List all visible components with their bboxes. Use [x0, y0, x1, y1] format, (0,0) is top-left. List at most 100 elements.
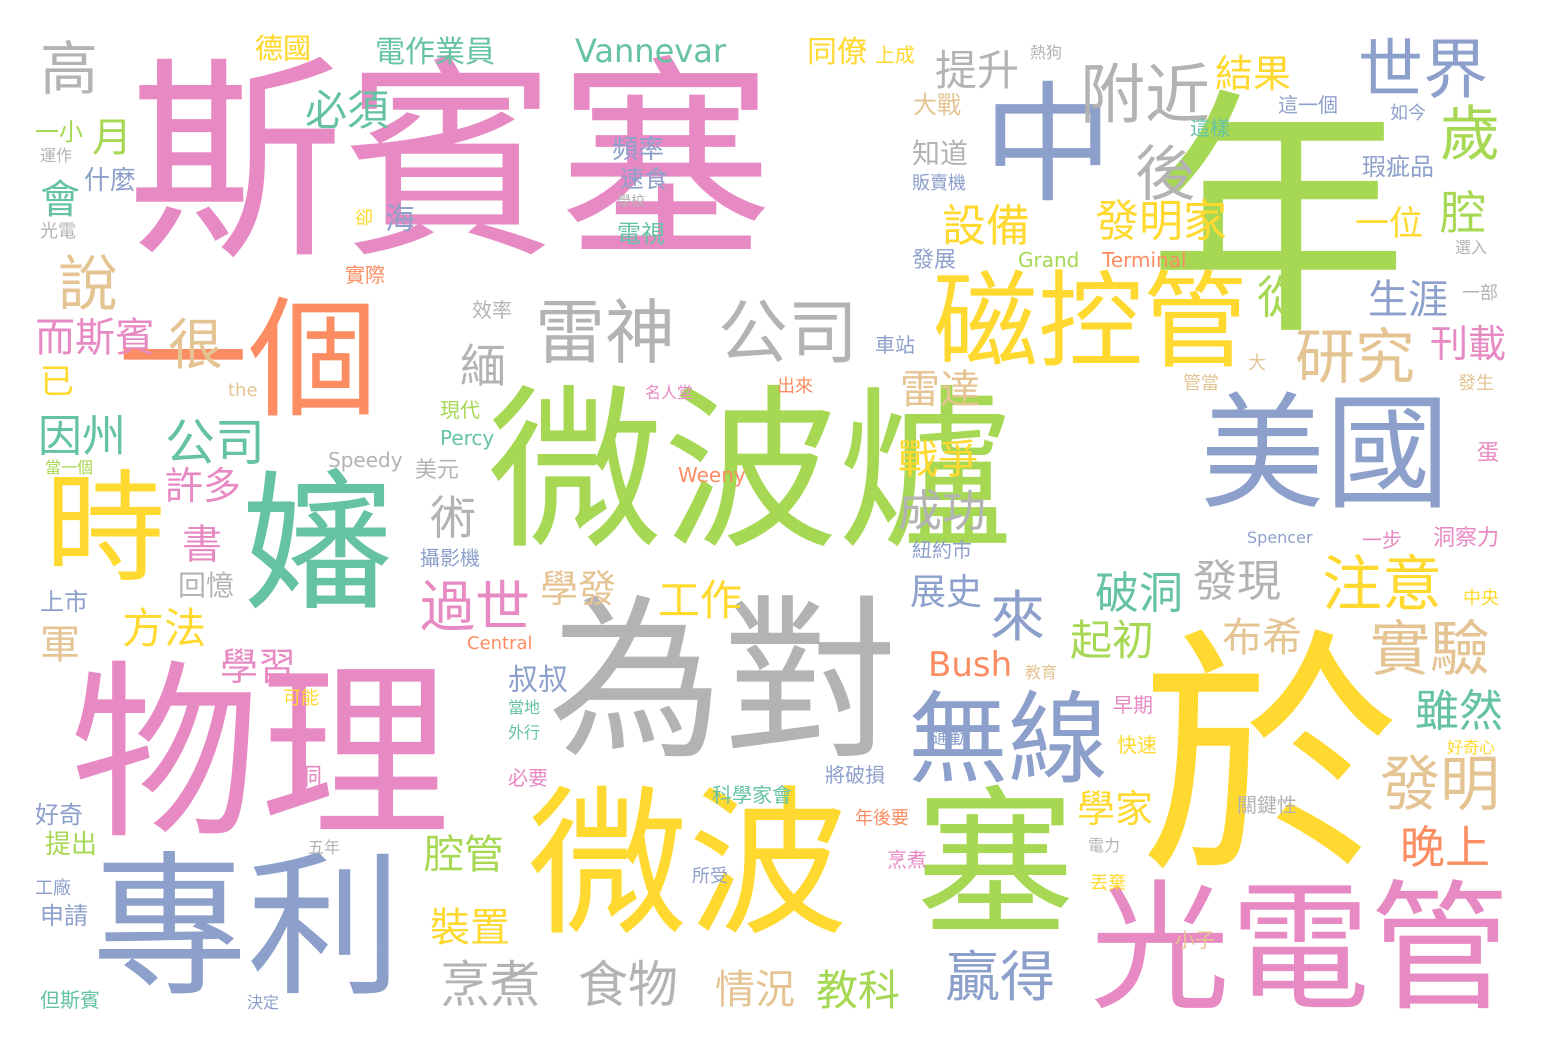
cloud-word: Weeny [678, 463, 746, 487]
cloud-word: 為對 [548, 581, 898, 784]
cloud-word: 一小 [35, 118, 83, 146]
cloud-word: 說 [58, 250, 118, 320]
cloud-word: 如今 [1390, 103, 1426, 124]
cloud-word: Bush [928, 645, 1013, 685]
cloud-word: 出來 [777, 376, 813, 397]
cloud-word: 磁控管 [933, 261, 1249, 383]
cloud-word: 雷神 [535, 292, 675, 374]
cloud-word: 斯賓塞 [128, 37, 773, 288]
cloud-word: 上市 [40, 588, 88, 616]
cloud-word: 五年 [308, 838, 341, 857]
cloud-word: 烹煮 [887, 848, 927, 872]
cloud-word: 書 [182, 522, 222, 568]
cloud-word: the [228, 380, 258, 401]
cloud-word: 當一個 [45, 458, 94, 477]
cloud-word: 破洞 [1095, 568, 1183, 619]
cloud-word: 公司 [718, 292, 858, 374]
cloud-word: 丟棄 [1090, 873, 1126, 894]
cloud-word: 實際 [345, 263, 385, 287]
cloud-word: 光電管 [1090, 868, 1511, 1031]
cloud-word: 德國 [255, 32, 312, 65]
cloud-word: 發明 [1380, 750, 1500, 820]
cloud-word: 回憶 [178, 569, 235, 602]
cloud-word: 腔 [1440, 186, 1486, 240]
cloud-word: 中央 [1463, 588, 1499, 609]
cloud-word: 發明家 [1095, 196, 1227, 247]
cloud-word: 成功 [898, 486, 986, 537]
cloud-word: 車站 [875, 333, 915, 357]
cloud-word: 展史 [910, 572, 983, 613]
cloud-word: 效率 [472, 298, 512, 322]
cloud-word: 所受 [692, 866, 728, 887]
cloud-word: 刊載 [1430, 322, 1507, 366]
cloud-word: 來 [990, 585, 1046, 649]
cloud-word: 外行 [508, 723, 541, 742]
cloud-word: 術 [430, 491, 476, 545]
cloud-word: 一步 [1362, 528, 1402, 552]
cloud-word: 攝影機 [420, 546, 480, 570]
cloud-word: 瑕疵品 [1362, 153, 1434, 181]
cloud-word: 年後要 [855, 808, 909, 829]
cloud-word: 通勤 [932, 728, 968, 749]
cloud-word: 將破損 [825, 763, 885, 787]
cloud-word: 工作 [658, 576, 743, 625]
cloud-word: 學習 [220, 645, 297, 689]
cloud-word: 月 [92, 115, 132, 161]
cloud-word: 很 [168, 313, 224, 377]
cloud-word: Grand [1018, 248, 1080, 272]
cloud-word: 發生 [1458, 373, 1494, 394]
cloud-word: 生涯 [1368, 277, 1448, 323]
cloud-word: 嬸 [242, 458, 393, 632]
cloud-word: 速食 [620, 165, 668, 193]
cloud-word: 科學家會 [712, 783, 792, 807]
cloud-word: 學家 [1077, 787, 1154, 831]
cloud-word: 情況 [715, 967, 795, 1013]
cloud-word: 公司 [165, 414, 265, 472]
cloud-word: 食物 [578, 956, 678, 1014]
cloud-word: 上成 [875, 43, 915, 67]
cloud-word: 美國 [1200, 382, 1450, 527]
cloud-word: 申請 [40, 902, 88, 930]
cloud-word: 歲 [1440, 100, 1500, 170]
cloud-word: 小子 [1175, 928, 1215, 952]
cloud-word: 塞 [915, 771, 1076, 958]
cloud-word: 大 [1248, 353, 1266, 374]
cloud-word: Terminal [1102, 248, 1187, 272]
cloud-word: 會 [40, 177, 80, 223]
cloud-word: 光電 [40, 221, 76, 242]
cloud-word: 一位 [1355, 204, 1423, 244]
cloud-word: 洞察力 [1433, 526, 1500, 551]
cloud-word: 中 [983, 69, 1114, 221]
cloud-word: 無線 [908, 681, 1108, 798]
cloud-word: 專利 [92, 837, 402, 1018]
cloud-word: 已 [40, 362, 74, 402]
cloud-word: Percy [440, 426, 495, 450]
cloud-word: 微波爐 [488, 371, 1013, 574]
cloud-word: 教科 [816, 966, 901, 1015]
cloud-word: 高 [40, 35, 99, 103]
cloud-word: 晚上 [1400, 821, 1491, 874]
cloud-word: 附近 [1080, 58, 1211, 133]
cloud-word: 發展 [912, 248, 957, 273]
cloud-word: 什麼 [84, 166, 137, 196]
cloud-word: 同僚 [807, 35, 867, 70]
cloud-word: 電視 [617, 220, 665, 248]
cloud-word: 知道 [912, 137, 969, 170]
cloud-word: 關鍵性 [1237, 793, 1297, 817]
cloud-word: 美元 [415, 458, 460, 483]
cloud-word: 叔叔 [508, 663, 568, 698]
cloud-word: 運作 [40, 146, 73, 165]
cloud-word: 卻 [355, 208, 373, 229]
cloud-word: 裝置 [430, 905, 510, 951]
cloud-word: 快速 [1117, 733, 1157, 757]
cloud-word: 海 [385, 202, 415, 237]
cloud-word: 雖然 [1415, 686, 1503, 737]
cloud-word: Speedy [328, 448, 403, 472]
cloud-word: 烹煮 [440, 956, 540, 1014]
cloud-word: 洞 [298, 763, 322, 791]
cloud-word: 好奇 [35, 801, 83, 829]
cloud-word: 於 [1140, 609, 1400, 911]
cloud-word: 頻率 [612, 135, 665, 165]
cloud-word: 可能 [283, 688, 319, 709]
cloud-word: 緬 [460, 339, 506, 393]
